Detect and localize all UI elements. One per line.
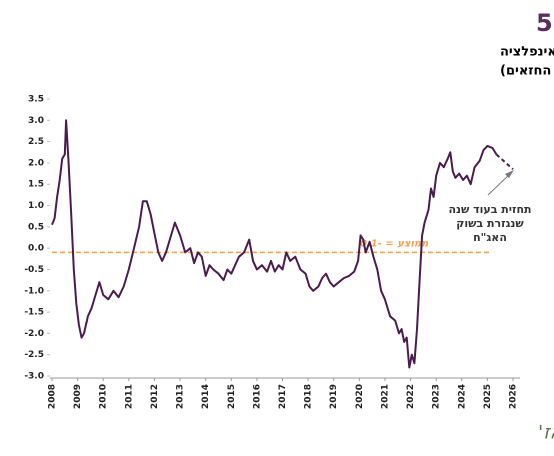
y-tick-label: 2.0 bbox=[28, 158, 44, 168]
x-tick-label: 2009 bbox=[73, 384, 83, 409]
x-tick-label: 2017 bbox=[278, 384, 288, 409]
chart-title: ריבית ריאלית - ריבית בנק ישראל בניכוי צי… bbox=[500, 45, 554, 60]
arrow-head bbox=[505, 170, 514, 178]
y-tick-label: -2.5 bbox=[24, 350, 44, 360]
line bbox=[51, 119, 498, 369]
y-tick-label: 2.5 bbox=[28, 137, 44, 147]
y-tick-label: -0.5 bbox=[24, 265, 44, 275]
y-tick-label: 1.5 bbox=[28, 180, 44, 190]
x-tick-label: 2018 bbox=[304, 384, 314, 409]
x-tick-label: 2020 bbox=[355, 384, 365, 409]
x-tick-label: 2016 bbox=[252, 384, 262, 409]
mean-label: ממוצע = -0.1 bbox=[360, 238, 429, 249]
y-tick-label: 3.0 bbox=[28, 116, 44, 126]
x-tick-label: 2010 bbox=[99, 384, 109, 409]
x-tick-label: 2019 bbox=[329, 384, 339, 409]
x-tick-label: 2024 bbox=[457, 384, 467, 409]
y-tick-label: 1.0 bbox=[28, 201, 44, 211]
chart-title: לשנה (ממוצע שוק האג"ח, בנקים ותחזיות החז… bbox=[500, 64, 554, 79]
source: מקור: בנק ישראל, מיטב ברוקראז' bbox=[538, 422, 554, 444]
annotation: שנגזרת בשוק bbox=[456, 217, 524, 230]
x-tick-label: 2011 bbox=[124, 384, 134, 409]
annotation: האג"ח bbox=[473, 231, 507, 244]
y-tick-label: -1.0 bbox=[24, 286, 44, 296]
x-tick-label: 2012 bbox=[150, 384, 160, 409]
y-tick-label: 0.5 bbox=[28, 222, 44, 232]
x-tick-label: 2023 bbox=[432, 384, 442, 409]
line bbox=[495, 153, 514, 171]
x-tick-label: 2014 bbox=[201, 384, 211, 409]
annotation-arrow bbox=[487, 172, 512, 196]
x-tick-label: 2021 bbox=[380, 384, 390, 409]
header: תרשים 5 bbox=[536, 9, 554, 37]
x-tick-label: 2015 bbox=[227, 384, 237, 409]
x-tick-label: 2008 bbox=[48, 384, 58, 409]
y-tick-label: 0.0 bbox=[28, 244, 44, 254]
y-tick-label: -1.5 bbox=[24, 308, 44, 318]
x-tick-label: 2026 bbox=[509, 384, 519, 409]
y-tick-label: 3.5 bbox=[28, 95, 44, 105]
y-tick-label: -3.0 bbox=[24, 372, 44, 382]
y-tick-label: -2.0 bbox=[24, 329, 44, 339]
annotation: תחזית בעוד שנה bbox=[448, 203, 531, 216]
x-tick-label: 2013 bbox=[176, 384, 186, 409]
x-tick-label: 2025 bbox=[483, 384, 493, 409]
x-tick-label: 2022 bbox=[406, 384, 416, 409]
